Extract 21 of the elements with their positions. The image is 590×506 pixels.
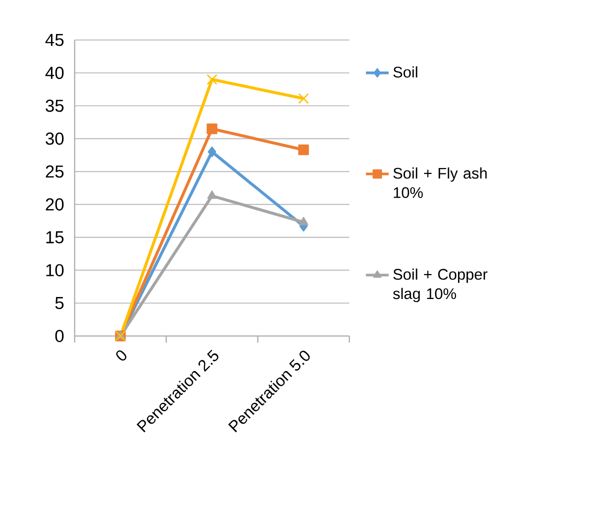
y-tick-label: 5 <box>55 297 64 310</box>
legend-label: Soil <box>393 66 418 78</box>
legend-label: Soil + Copper slag 10% <box>393 268 488 302</box>
y-tick-label: 40 <box>45 66 64 80</box>
point <box>298 144 309 156</box>
y-tick-label: 0 <box>55 330 64 342</box>
y-tick-label: 35 <box>46 100 64 112</box>
x-tick-label: 0 <box>116 350 126 361</box>
point <box>206 74 218 85</box>
legend-label: Soil + Fly ash 10% <box>393 167 487 198</box>
y-tick-label: 15 <box>46 231 64 244</box>
point <box>207 190 217 199</box>
y-tick-label: 20 <box>46 198 64 211</box>
y-tick-label: 45 <box>45 34 64 46</box>
y-tick-label: 30 <box>46 132 64 145</box>
point <box>208 146 216 158</box>
point <box>298 93 309 104</box>
point <box>298 216 308 226</box>
point <box>206 123 218 134</box>
y-tick-label: 10 <box>46 264 64 276</box>
y-tick-label: 25 <box>46 165 64 178</box>
